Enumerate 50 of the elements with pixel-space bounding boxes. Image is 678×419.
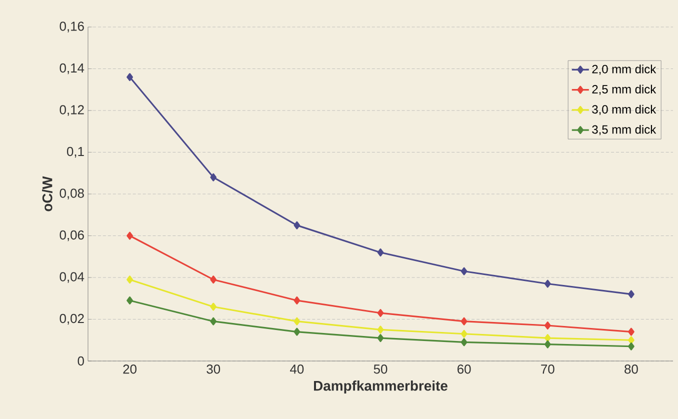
point <box>628 290 634 298</box>
x-tick-label: 80 <box>624 364 638 374</box>
point <box>544 334 551 342</box>
y-axis-title: oC/W <box>42 176 52 212</box>
x-axis-title: Dampfkammerbreite <box>314 380 448 394</box>
point <box>460 317 468 326</box>
y-tick-label: 0,14 <box>60 63 84 74</box>
point <box>377 326 384 334</box>
y-tick-label: 0,04 <box>60 272 84 283</box>
point <box>126 276 133 284</box>
point <box>544 322 551 330</box>
y-tick-label: 0,1 <box>66 146 84 158</box>
y-tick-label: 0,12 <box>60 105 84 116</box>
point <box>377 248 384 256</box>
point <box>210 302 217 311</box>
point <box>126 232 133 240</box>
point <box>294 221 300 230</box>
x-tick-label: 60 <box>458 364 471 374</box>
legend-label: 2,5 mm dick <box>592 84 656 95</box>
point <box>377 309 384 317</box>
x-tick-label: 20 <box>123 364 136 374</box>
point <box>460 330 468 338</box>
y-tick-label: 0 <box>78 356 84 366</box>
legend-label: 3,0 mm dick <box>592 104 656 116</box>
x-tick-label: 70 <box>541 364 554 374</box>
point <box>544 340 551 348</box>
point <box>294 317 300 326</box>
x-tick-label: 50 <box>374 364 388 374</box>
point <box>210 276 217 284</box>
point <box>628 328 634 336</box>
point <box>460 338 468 346</box>
point <box>294 328 300 336</box>
point <box>294 296 300 304</box>
x-tick-label: 30 <box>206 364 220 374</box>
y-tick-label: 0,16 <box>60 22 84 32</box>
point <box>544 280 551 288</box>
point <box>210 173 217 182</box>
point <box>126 296 133 304</box>
point <box>628 342 634 350</box>
point <box>460 267 468 276</box>
y-tick-label: 0,06 <box>60 230 84 242</box>
point <box>126 73 133 82</box>
legend-label: 2,0 mm dick <box>592 64 656 75</box>
y-tick-label: 0,08 <box>60 188 84 200</box>
x-tick-label: 40 <box>290 364 304 374</box>
point <box>377 334 384 342</box>
point <box>210 317 217 326</box>
y-tick-label: 0,02 <box>60 314 84 325</box>
point <box>628 336 634 344</box>
legend-label: 3,5 mm dick <box>592 124 656 136</box>
